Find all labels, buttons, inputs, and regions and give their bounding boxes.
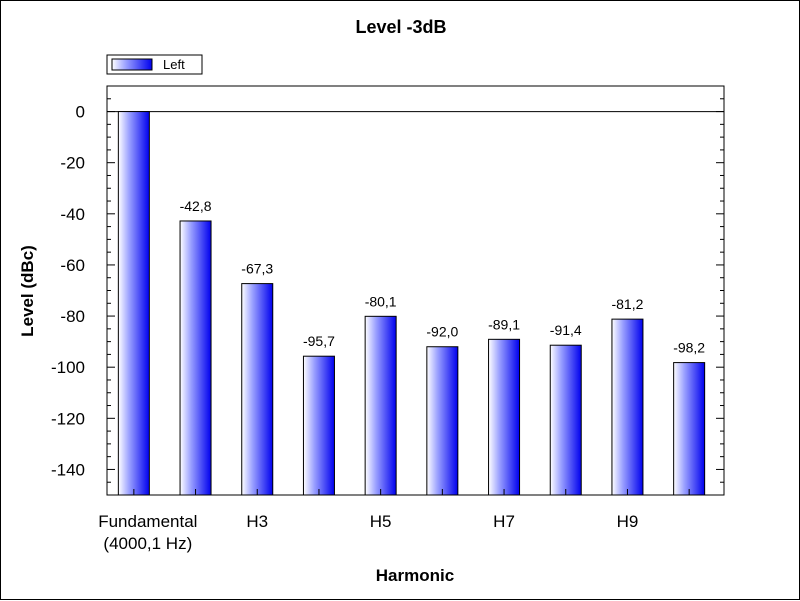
- chart-title: Level -3dB: [355, 17, 446, 37]
- data-label: -80,1: [365, 293, 397, 309]
- y-tick-label: -80: [60, 307, 85, 326]
- bar: [302, 355, 335, 496]
- y-tick-label: -140: [51, 460, 85, 479]
- data-label: -67,3: [241, 261, 273, 277]
- legend-label-left: Left: [163, 57, 185, 72]
- y-axis-label: Level (dBc): [18, 245, 37, 337]
- y-tick-label: -20: [60, 154, 85, 173]
- bar: [364, 315, 397, 496]
- bars: -42,8 -67,3 -95,7 -80,1 -92,0 -89,1 -91,4 -81,2…: [117, 111, 706, 496]
- y-tick-label: -60: [60, 256, 85, 275]
- data-label: -91,4: [550, 322, 582, 338]
- bar: [488, 338, 521, 496]
- x-tick-label: H5: [370, 512, 392, 531]
- x-tick-label: (4000,1 Hz): [103, 534, 192, 553]
- y-axis: 0 -20 -40 -60 -80 -100 -120 -140: [51, 85, 724, 496]
- bar: [426, 346, 459, 496]
- data-label: -81,2: [611, 296, 643, 312]
- y-tick-label: -120: [51, 409, 85, 428]
- y-tick-label: -40: [60, 205, 85, 224]
- legend-swatch-left: [111, 58, 153, 71]
- data-label: -42,8: [180, 198, 212, 214]
- x-tick-label: H3: [246, 512, 268, 531]
- data-label: -95,7: [303, 333, 335, 349]
- bar: [117, 111, 150, 496]
- bar: [241, 283, 274, 496]
- x-tick-label: H7: [493, 512, 515, 531]
- data-label: -92,0: [426, 324, 458, 340]
- bar: [549, 344, 582, 496]
- data-label: -98,2: [673, 340, 705, 356]
- y-tick-label: 0: [76, 103, 85, 122]
- x-axis-label: Harmonic: [376, 566, 454, 585]
- bar: [611, 318, 644, 496]
- bar: [179, 220, 212, 496]
- x-tick-label: H9: [617, 512, 639, 531]
- bar: [673, 362, 706, 496]
- x-tick-label: Fundamental: [98, 512, 197, 531]
- data-label: -89,1: [488, 316, 520, 332]
- x-axis: Fundamental (4000,1 Hz) H3 H5 H7 H9: [98, 512, 638, 553]
- y-tick-label: -100: [51, 358, 85, 377]
- legend: Left: [106, 54, 203, 75]
